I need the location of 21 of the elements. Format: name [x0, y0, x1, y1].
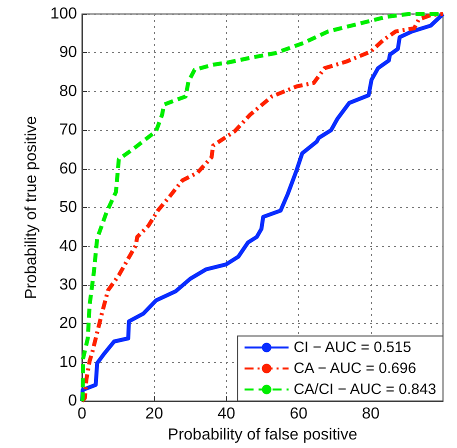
legend-label: CA/CI − AUC = 0.843 [294, 381, 436, 398]
y-tick-label: 10 [59, 354, 78, 371]
y-tick-label: 40 [59, 238, 78, 255]
x-tick-label: 60 [290, 406, 308, 423]
x-tick-label: 80 [362, 406, 380, 423]
legend-label: CI − AUC = 0.515 [294, 339, 412, 356]
y-tick-label: 30 [59, 276, 78, 294]
y-tick-label: 0 [68, 392, 78, 410]
x-axis-title: Probability of false positive [168, 426, 358, 444]
legend-label: CA − AUC = 0.696 [294, 360, 416, 377]
y-tick-label: 90 [59, 44, 78, 62]
x-tick-label: 20 [145, 406, 164, 423]
y-axis-title: Probability of true positive [22, 116, 40, 300]
y-tick-label: 100 [50, 6, 78, 22]
y-tick-label: 20 [59, 315, 78, 332]
x-tick-label: 40 [218, 406, 236, 423]
y-tick-label: 70 [59, 122, 78, 139]
y-tick-label: 60 [59, 160, 78, 178]
y-tick-label: 50 [59, 199, 78, 216]
line-series [80, 12, 445, 404]
y-tick-label: 80 [59, 82, 78, 100]
